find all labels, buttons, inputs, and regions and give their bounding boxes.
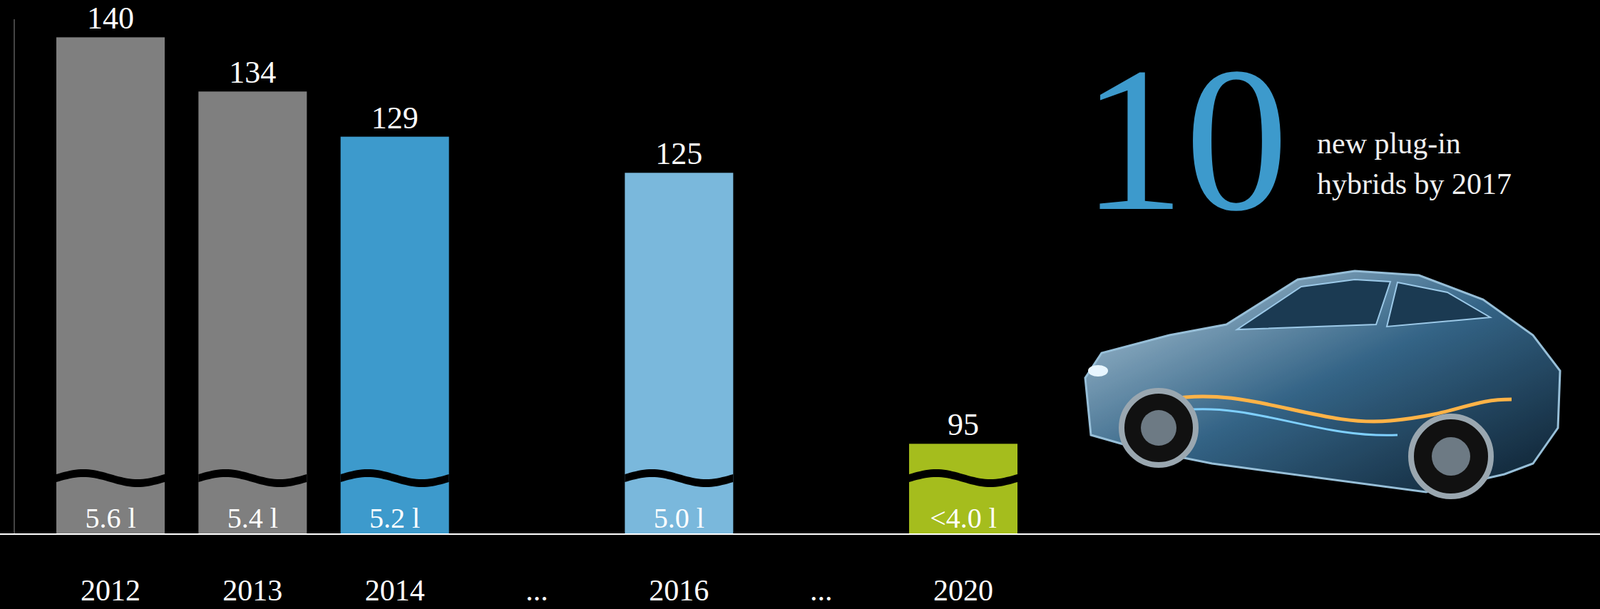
consumption-label: 5.2 l [369, 501, 420, 535]
data-label: 129 [371, 100, 419, 136]
car-window [1237, 279, 1391, 330]
bar [909, 443, 1018, 535]
consumption-label: 5.0 l [653, 501, 705, 535]
car-headlight [1088, 365, 1109, 377]
callout-text: new plug-in [1316, 126, 1461, 160]
consumption-label: <4.0 l [929, 501, 997, 535]
data-label: 134 [228, 54, 276, 90]
category-label: ... [809, 573, 833, 607]
data-label: 95 [947, 407, 979, 443]
axis-break [56, 469, 165, 487]
car-wheel [1411, 416, 1491, 497]
data-label: 140 [86, 0, 135, 36]
axis-break [909, 469, 1018, 487]
y-axis [13, 19, 15, 535]
bar [624, 172, 733, 535]
labels: 2012 140 5.6 l 2013 134 5.4 l 2014 129 5.2 l... 2… [80, 0, 997, 607]
category-label: ... [525, 573, 549, 607]
category-label: 2020 [933, 573, 994, 607]
data-label: 125 [655, 136, 703, 172]
car-wheel [1121, 390, 1196, 465]
bar [56, 37, 165, 535]
callout-number: 10 [1081, 24, 1289, 254]
axis-break [198, 469, 307, 487]
category-label: 2013 [222, 573, 283, 607]
consumption-label: 5.6 l [84, 501, 136, 535]
category-label: 2012 [80, 573, 141, 607]
car-hub [1140, 409, 1177, 446]
bar [198, 91, 307, 535]
consumption-label: 5.4 l [227, 501, 279, 535]
category-label: 2016 [648, 573, 709, 607]
category-label: 2014 [365, 573, 425, 607]
axis-break [624, 469, 733, 487]
callout-text: hybrids by 2017 [1316, 167, 1512, 201]
car-hub [1431, 437, 1471, 476]
axis-break [340, 469, 450, 487]
car-drivetrain [1183, 409, 1398, 436]
background [0, 0, 1600, 609]
car-illustration [1085, 270, 1561, 497]
chart: 2012 140 5.6 l 2013 134 5.4 l 2014 129 5.2 l... 2… [0, 0, 1600, 609]
baseline [0, 533, 1600, 535]
car-window [1386, 282, 1491, 327]
bar [340, 136, 450, 535]
bars [56, 37, 1018, 535]
